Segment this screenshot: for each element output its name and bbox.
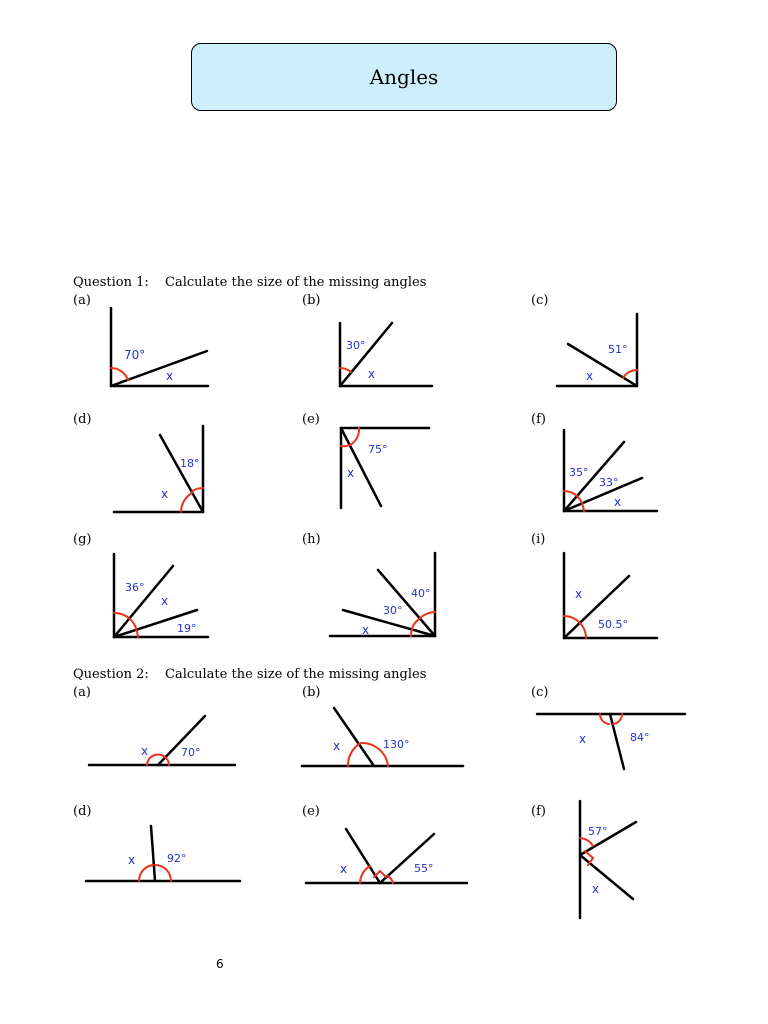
q2b-diagram [300,706,465,768]
q1-part-g-label: (g) [73,532,92,547]
q2b-unknown-label: x [333,739,340,753]
q1-part-b-label: (b) [302,293,321,308]
q1h-diagram [328,551,437,638]
q2e-unknown-label: x [340,862,347,876]
q1h-angle-label-2: 30° [383,604,403,617]
q2-part-f-label: (f) [531,804,546,819]
q1e-unknown-label: x [347,466,354,480]
q2c-diagram [535,712,687,771]
q1i-diagram [562,551,659,640]
question-2-number: Question 2: [73,667,149,682]
q1-part-f-label: (f) [531,412,546,427]
q1-part-a-label: (a) [73,293,91,308]
q1i-unknown-label: x [575,587,582,601]
q1b-angle-label: 30° [346,339,366,352]
q2-part-e-label: (e) [302,804,320,819]
q2a-diagram [87,714,237,767]
q2-part-c-label: (c) [531,685,549,700]
q1-part-h-label: (h) [302,532,321,547]
q2a-unknown-label: x [141,744,148,758]
q2d-angle-label: 92° [167,852,187,865]
question-1-heading: Question 1: Calculate the size of the mis… [73,275,426,290]
q2c-angle-label: 84° [630,731,650,744]
q1f-diagram [562,428,659,513]
q1c-angle-label: 51° [608,343,628,356]
q1c-unknown-label: x [586,369,593,383]
q1a-diagram [109,306,210,388]
q1-part-e-label: (e) [302,412,320,427]
q1f-angle-label-2: 33° [599,476,619,489]
q1e-angle-label: 75° [368,443,388,456]
q1e-diagram [339,426,431,510]
q1g-angle-label-2: 19° [177,622,197,635]
q2e-diagram [304,827,469,885]
q1d-unknown-label: x [161,487,168,501]
q1f-angle-label-1: 35° [569,466,589,479]
q1i-angle-label: 50.5° [598,618,628,631]
q2-part-b-label: (b) [302,685,321,700]
q1b-diagram [338,321,434,388]
q1h-angle-label-1: 40° [411,587,431,600]
q1-part-d-label: (d) [73,412,92,427]
q1a-angle-label: 70° [124,348,145,362]
q1d-diagram [112,424,205,514]
q2c-unknown-label: x [579,732,586,746]
q1h-unknown-label: x [362,623,369,637]
page-number: 6 [216,957,224,971]
q1c-diagram [555,312,639,388]
question-2-instruction: Calculate the size of the missing angles [165,667,427,682]
q2d-diagram [84,824,242,883]
q1g-diagram [112,552,210,639]
q2d-unknown-label: x [128,853,135,867]
page-title: Angles [369,65,439,89]
q2b-angle-label: 130° [383,738,410,751]
question-1-number: Question 1: [73,275,149,290]
question-2-heading: Question 2: Calculate the size of the mis… [73,667,426,682]
q1g-angle-label-1: 36° [125,581,145,594]
q2-part-d-label: (d) [73,804,92,819]
q2f-unknown-label: x [592,882,599,896]
question-1-instruction: Calculate the size of the missing angles [165,275,427,290]
q1g-unknown-label: x [161,594,168,608]
q2e-angle-label: 55° [414,862,434,875]
q2-part-a-label: (a) [73,685,91,700]
q1a-unknown-label: x [166,369,173,383]
q1-part-i-label: (i) [531,532,546,547]
q1f-unknown-label: x [614,495,621,509]
title-box: Angles [191,43,617,111]
q2f-diagram [578,799,638,920]
q1d-angle-label: 18° [180,457,200,470]
q2f-angle-label: 57° [588,825,608,838]
q1-part-c-label: (c) [531,293,549,308]
q2a-angle-label: 70° [181,746,201,759]
q1b-unknown-label: x [368,367,375,381]
